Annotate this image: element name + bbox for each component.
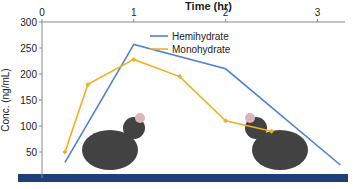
rat [82, 113, 145, 170]
y-tick-label: 100 [20, 121, 37, 132]
legend-swatch [150, 48, 168, 50]
chart: 012350100150200250300Time (hr)Conc. (ng/… [0, 0, 353, 189]
series-marker [269, 129, 274, 134]
series-marker [62, 150, 67, 155]
y-tick-label: 250 [20, 43, 37, 54]
x-tick-label: 3 [315, 7, 321, 18]
legend-swatch [150, 35, 168, 37]
y-tick-label: 200 [20, 69, 37, 80]
legend-label: Monohydrate [172, 44, 231, 55]
y-tick-label: 150 [20, 95, 37, 106]
rat [245, 113, 308, 170]
x-tick-label: 1 [131, 7, 137, 18]
y-tick [39, 126, 42, 127]
x-tick [133, 19, 134, 22]
y-tick-label: 300 [20, 17, 37, 28]
y-tick-label: 50 [26, 147, 38, 158]
series-marker [177, 74, 182, 79]
y-tick [39, 74, 42, 75]
rat-ear [135, 113, 145, 123]
x-tick-label: 0 [39, 7, 45, 18]
y-tick [39, 22, 42, 23]
rat-ear [245, 113, 255, 123]
x-tick [317, 19, 318, 22]
plot-area [62, 44, 340, 165]
y-axis-title: Conc. (ng/mL) [0, 68, 11, 131]
y-tick [39, 152, 42, 153]
series-marker [223, 118, 228, 123]
y-tick [39, 100, 42, 101]
x-axis [42, 22, 345, 23]
x-tick [225, 19, 226, 22]
series-marker [131, 57, 136, 62]
y-tick [39, 48, 42, 49]
series-line [65, 59, 272, 152]
series-marker [85, 82, 90, 87]
platform [18, 174, 348, 182]
legend-label: Hemihydrate [172, 31, 229, 42]
series-line [65, 44, 340, 165]
x-axis-title: Time (hr) [185, 0, 232, 12]
